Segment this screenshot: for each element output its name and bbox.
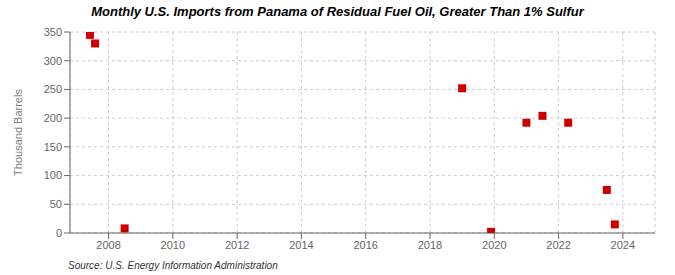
svg-text:250: 250: [44, 83, 62, 95]
svg-text:Thousand Barrels: Thousand Barrels: [12, 89, 24, 176]
html-text:Source: U.S. Energy Informatio: Source: U.S. Energy Information Administ…: [68, 260, 278, 271]
svg-text:350: 350: [44, 26, 62, 38]
svg-text:2012: 2012: [225, 239, 249, 251]
svg-text:200: 200: [44, 112, 62, 124]
svg-text:2022: 2022: [546, 239, 570, 251]
svg-text:2014: 2014: [289, 239, 313, 251]
svg-text:300: 300: [44, 55, 62, 67]
svg-text:2020: 2020: [482, 239, 506, 251]
html-text:Monthly U.S. Imports from Pana: Monthly U.S. Imports from Panama of Resi…: [91, 4, 584, 19]
svg-text:50: 50: [50, 198, 62, 210]
svg-text:2024: 2024: [611, 239, 635, 251]
svg-text:2016: 2016: [353, 239, 377, 251]
svg-text:100: 100: [44, 169, 62, 181]
svg-text:150: 150: [44, 141, 62, 153]
svg-text:2010: 2010: [161, 239, 185, 251]
svg-text:2018: 2018: [418, 239, 442, 251]
svg-text:2008: 2008: [96, 239, 120, 251]
svg-text:0: 0: [56, 227, 62, 239]
